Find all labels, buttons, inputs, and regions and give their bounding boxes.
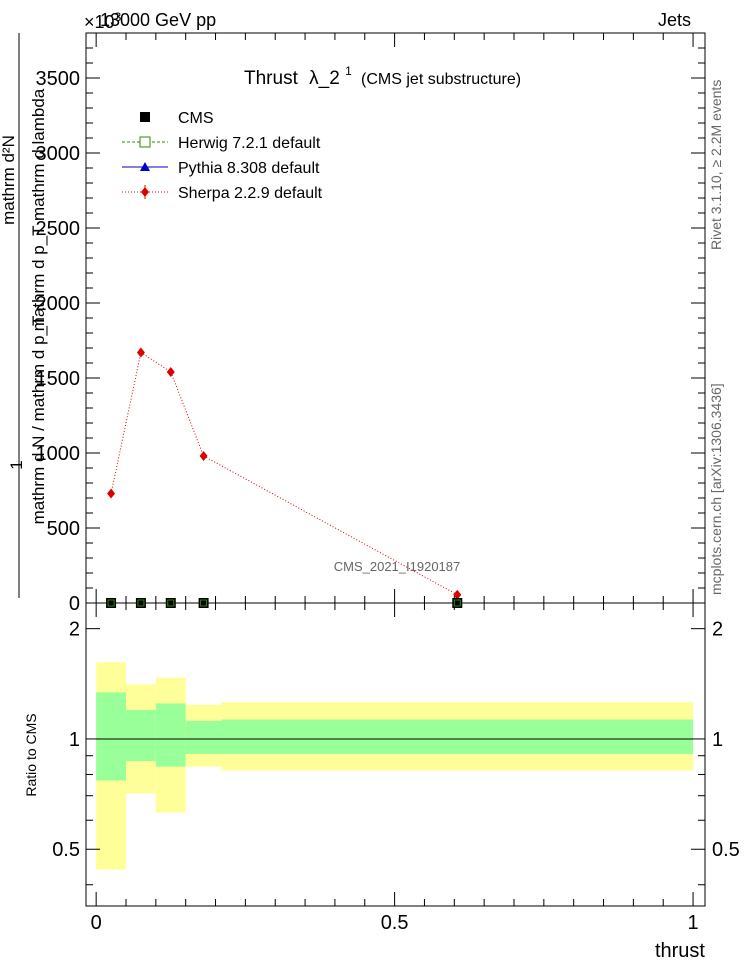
mcplots-credit-text: mcplots.cern.ch [arXiv:1306.3436] xyxy=(708,383,724,595)
header-right: Jets xyxy=(658,10,691,30)
y-title-denominator: mathrm d N / mathrm d p_T xyxy=(29,316,48,525)
legend: CMS Herwig 7.2.1 default Pythia 8.308 de… xyxy=(122,110,323,202)
main-y-ticks: 0 500 1000 1500 2000 2500 3000 3500 xyxy=(36,32,705,615)
ratio-xtick-label: 0.5 xyxy=(381,912,409,934)
herwig-point xyxy=(200,599,208,607)
herwig-point xyxy=(107,599,115,607)
legend-label-sherpa: Sherpa 2.2.9 default xyxy=(178,185,323,202)
cms-series xyxy=(106,598,463,608)
ratio-xtick-label: 0 xyxy=(91,912,102,934)
analysis-id: CMS_2021_I1920187 xyxy=(334,559,461,574)
sherpa-series xyxy=(107,347,462,600)
cms-point xyxy=(452,598,463,608)
herwig-point xyxy=(167,599,175,607)
legend-label-herwig: Herwig 7.2.1 default xyxy=(178,135,321,152)
sherpa-point xyxy=(107,488,116,499)
legend-label-cms: CMS xyxy=(178,110,214,127)
main-y-title: 1 mathrm d N / mathrm d p_T mathrm d²N m… xyxy=(0,33,48,598)
ratio-panel-frame xyxy=(85,602,706,907)
rivet-version-text: Rivet 3.1.10, ≥ 2.2M events xyxy=(708,80,724,250)
main-x-ticks xyxy=(95,33,694,603)
legend-marker-sherpa xyxy=(141,187,149,197)
ratio-ytick-label-right: 1 xyxy=(712,729,723,751)
main-ytick-label: 3000 xyxy=(36,143,81,165)
legend-marker-pythia xyxy=(140,162,150,171)
sherpa-point xyxy=(199,451,208,461)
ratio-ytick-label-left: 0.5 xyxy=(52,839,80,861)
ratio-y-label: Ratio to CMS xyxy=(23,713,39,796)
ratio-x-ticks: 0 0.5 1 xyxy=(91,603,699,934)
sherpa-point xyxy=(453,589,462,600)
ratio-green-band-2 xyxy=(155,703,186,767)
ratio-green-band-0 xyxy=(96,692,126,781)
legend-marker-cms xyxy=(140,112,150,122)
cms-point xyxy=(135,598,146,608)
header-left: 13000 GeV pp xyxy=(100,10,216,30)
main-ytick-label: 1500 xyxy=(36,368,81,390)
ratio-ytick-label-right: 2 xyxy=(712,619,723,641)
ratio-y-ticks: 0.5 0.5 1 1 2 2 xyxy=(52,619,740,886)
main-ytick-label: 2500 xyxy=(36,218,81,240)
cms-point xyxy=(198,598,209,608)
ratio-green-band-3 xyxy=(185,720,222,754)
cms-point xyxy=(106,598,117,608)
legend-label-pythia: Pythia 8.308 default xyxy=(178,160,320,177)
y-exponent: ×103 xyxy=(84,10,122,32)
ratio-ytick-label-left: 1 xyxy=(69,729,80,751)
ratio-green-band-4 xyxy=(221,719,694,754)
main-ytick-label: 1000 xyxy=(36,443,81,465)
sherpa-point xyxy=(166,367,175,377)
y-title-one: 1 xyxy=(7,460,26,469)
herwig-point xyxy=(453,599,461,607)
sherpa-point xyxy=(136,347,145,358)
ratio-ytick-label-left: 2 xyxy=(69,619,80,641)
main-ytick-label: 500 xyxy=(47,518,80,540)
ratio-green-band-1 xyxy=(125,709,156,762)
ratio-bands xyxy=(96,662,694,870)
ratio-xtick-label: 1 xyxy=(687,912,698,934)
main-ytick-label: 0 xyxy=(69,593,80,615)
y-title-numerator-2: mathrm d p_T mathrm d lambda xyxy=(29,88,48,331)
herwig-point xyxy=(137,599,145,607)
cms-point xyxy=(165,598,176,608)
legend-marker-herwig xyxy=(139,136,151,148)
ratio-ytick-label-right: 0.5 xyxy=(712,839,740,861)
main-ytick-label: 3500 xyxy=(36,68,81,90)
main-title: Thrust λ_2 1 (CMS jet substructure) xyxy=(244,59,521,89)
main-ytick-label: 2000 xyxy=(36,293,81,315)
x-axis-label: thrust xyxy=(655,940,705,962)
y-title-numerator: mathrm d²N xyxy=(0,135,18,225)
sherpa-line xyxy=(110,351,458,596)
